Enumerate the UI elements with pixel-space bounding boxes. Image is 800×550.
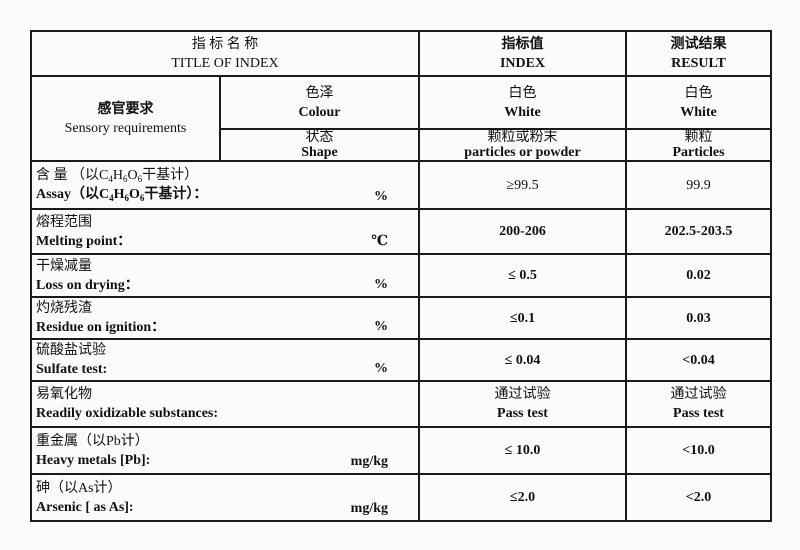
specification-table: 指 标 名 称 TITLE OF INDEX 指标值 INDEX 测试结果 RESUL… (30, 30, 772, 522)
shape-result-cn: 颗粒 (684, 130, 713, 145)
shape-en: Shape (301, 145, 338, 160)
colour-result-cn: 白色 (684, 85, 713, 101)
title-en: TITLE OF INDEX (171, 55, 279, 71)
colour-cn: 色泽 (305, 85, 334, 101)
index-value: ≤ 10.0 (504, 443, 541, 458)
shape-cn: 状态 (305, 130, 334, 145)
result-value: 99.9 (625, 160, 772, 210)
unit: % (374, 189, 388, 204)
item-en: Melting point： (36, 233, 132, 249)
table-row: 砷（以As计） Arsenic [ as As]: mg/kg ≤2.0 <2.0 (30, 473, 772, 522)
item-cn: 重金属（以Pb计） (36, 433, 149, 449)
item-cn: 干燥减量 (36, 258, 92, 274)
unit: % (374, 361, 388, 376)
item-en: Residue on ignition： (36, 320, 166, 335)
unit: mg/kg (350, 501, 388, 516)
assay-cn: 含 量 （以C4H6O6干基计） (36, 168, 199, 184)
title-cn: 指 标 名 称 (191, 36, 259, 52)
item-en: Sulfate test: (36, 362, 108, 377)
unit: % (374, 277, 388, 292)
item-en: Heavy metals [Pb]: (36, 452, 151, 468)
table-row: 重金属（以Pb计） Heavy metals [Pb]: mg/kg ≤ 10.0 <1… (30, 426, 772, 475)
item-en: Readily oxidizable substances: (36, 406, 219, 421)
table-row: 含 量 （以C4H6O6干基计） Assay（以C4H6O6干基计）： % ≥9… (30, 160, 772, 210)
colour-index-en: White (504, 104, 541, 120)
result-value: <0.04 (682, 352, 715, 368)
index-value: ≤ 0.5 (508, 268, 537, 283)
result-value: 0.03 (686, 310, 711, 326)
table-row: 状态 Shape 颗粒或粉末 particles or powder 颗粒 Parti… (31, 128, 772, 162)
unit: ℃ (371, 234, 388, 249)
item-cn: 灼烧残渣 (36, 301, 92, 316)
colour-index-cn: 白色 (508, 85, 537, 101)
assay-en: Assay（以C4H6O6干基计）： (36, 187, 208, 203)
result-en: RESULT (671, 55, 726, 71)
index-cn: 指标值 (501, 36, 544, 52)
result-value: <2.0 (685, 490, 712, 505)
index-value: Pass test (497, 406, 548, 421)
table-row: 感官要求 Sensory requirements 色泽 Colour 白色 Whit… (30, 75, 772, 162)
unit: % (374, 319, 388, 334)
colour-en: Colour (298, 104, 341, 120)
result-value: 0.02 (686, 268, 711, 283)
index-value: ≤0.1 (509, 310, 536, 326)
table-row: 干燥减量 Loss on drying：% ≤ 0.5 0.02 (30, 253, 772, 298)
table-row: 熔程范围 Melting point： ℃ 200-206 202.5-203.5 (30, 208, 772, 255)
index-value: 200-206 (499, 224, 546, 239)
result-cn: 测试结果 (670, 36, 727, 52)
table-row: 灼烧残渣 Residue on ignition：% ≤0.1 0.03 (30, 296, 772, 340)
item-en: Arsenic [ as As]: (36, 499, 134, 515)
item-cn: 砷（以As计） (36, 480, 122, 496)
index-cn: 通过试验 (494, 387, 551, 402)
sensory-en: Sensory requirements (64, 120, 187, 136)
item-cn: 硫酸盐试验 (36, 343, 106, 358)
colour-result-en: White (680, 104, 717, 120)
item-cn: 熔程范围 (36, 214, 92, 230)
result-value: <10.0 (682, 443, 715, 458)
shape-index-cn: 颗粒或粉末 (487, 130, 558, 145)
shape-index-en: particles or powder (464, 145, 581, 160)
index-value: ≤ 0.04 (504, 352, 541, 368)
index-en: INDEX (499, 55, 546, 71)
header-row: 指 标 名 称 TITLE OF INDEX 指标值 INDEX 测试结果 RESUL… (30, 30, 772, 77)
table-row: 易氧化物 Readily oxidizable substances: 通过试验 Pa… (30, 380, 772, 428)
result-value: 202.5-203.5 (664, 224, 733, 239)
shape-result-en: Particles (672, 145, 725, 160)
item-en: Loss on drying： (36, 277, 139, 293)
unit: mg/kg (350, 454, 388, 469)
index-value: ≤2.0 (509, 490, 536, 505)
result-cn: 通过试验 (670, 387, 727, 402)
table-row: 硫酸盐试验 Sulfate test:% ≤ 0.04 <0.04 (30, 338, 772, 382)
result-value: Pass test (673, 406, 724, 421)
sensory-cn: 感官要求 (97, 101, 154, 117)
index-value: ≥99.5 (418, 160, 627, 210)
item-cn: 易氧化物 (36, 387, 92, 402)
